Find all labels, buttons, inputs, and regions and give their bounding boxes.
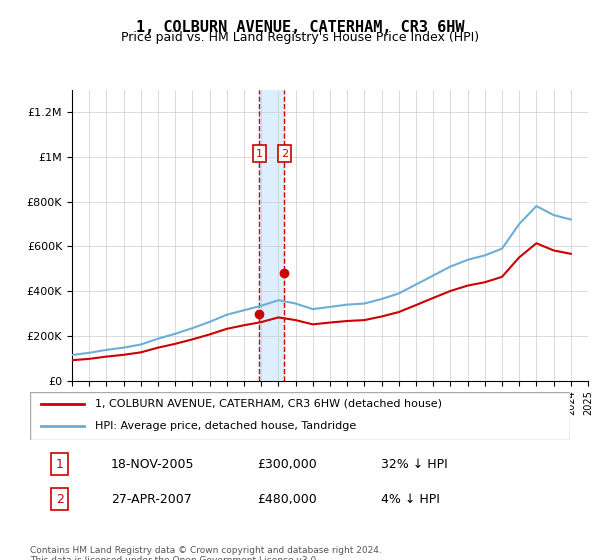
Text: Price paid vs. HM Land Registry's House Price Index (HPI): Price paid vs. HM Land Registry's House … [121, 31, 479, 44]
Bar [259, 90, 284, 381]
Text: Contains HM Land Registry data © Crown copyright and database right 2024.
This d: Contains HM Land Registry data © Crown c… [30, 546, 382, 560]
Text: £480,000: £480,000 [257, 492, 317, 506]
Text: 1, COLBURN AVENUE, CATERHAM, CR3 6HW: 1, COLBURN AVENUE, CATERHAM, CR3 6HW [136, 20, 464, 35]
Text: 1, COLBURN AVENUE, CATERHAM, CR3 6HW (detached house): 1, COLBURN AVENUE, CATERHAM, CR3 6HW (de… [95, 399, 442, 409]
Text: 27-APR-2007: 27-APR-2007 [111, 492, 192, 506]
Text: 4% ↓ HPI: 4% ↓ HPI [381, 492, 440, 506]
Text: £300,000: £300,000 [257, 458, 317, 471]
Text: 1: 1 [256, 148, 263, 158]
Text: 2: 2 [56, 492, 64, 506]
Text: HPI: Average price, detached house, Tandridge: HPI: Average price, detached house, Tand… [95, 421, 356, 431]
Text: 1: 1 [56, 458, 64, 471]
FancyBboxPatch shape [30, 392, 570, 440]
Text: 18-NOV-2005: 18-NOV-2005 [111, 458, 194, 471]
Text: 2: 2 [281, 148, 288, 158]
Text: 32% ↓ HPI: 32% ↓ HPI [381, 458, 448, 471]
